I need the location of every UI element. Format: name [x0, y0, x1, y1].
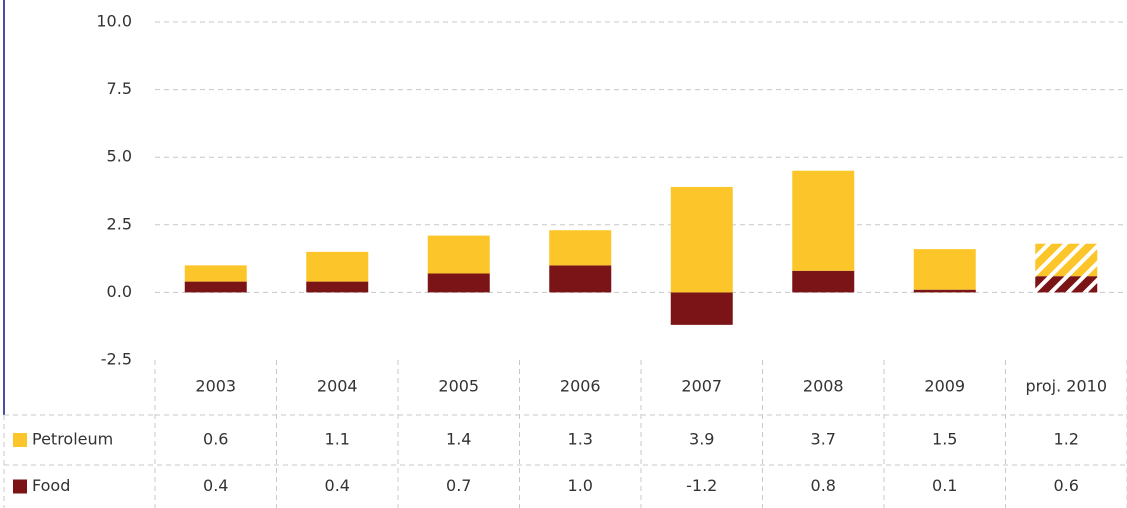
legend-swatch	[13, 433, 27, 447]
table-value: 3.7	[811, 430, 836, 449]
bar	[184, 265, 247, 282]
y-tick-label: 5.0	[107, 147, 132, 166]
bar	[184, 281, 247, 293]
bar	[792, 170, 855, 271]
bar	[549, 230, 612, 266]
table-value: 1.1	[325, 430, 350, 449]
x-tick-label: 2004	[317, 377, 358, 396]
x-tick-label: 2007	[681, 377, 722, 396]
bar	[1035, 243, 1098, 277]
table-value: 0.8	[811, 476, 836, 495]
table-value: 0.1	[932, 476, 957, 495]
bar	[1035, 276, 1098, 293]
x-tick-label: proj. 2010	[1025, 377, 1107, 396]
table-value: 1.0	[568, 476, 593, 495]
table-value: 1.2	[1054, 430, 1079, 449]
y-tick-label: 10.0	[96, 12, 132, 31]
bar	[913, 249, 976, 290]
table-value: 3.9	[689, 430, 714, 449]
x-tick-label: 2006	[560, 377, 601, 396]
table-value: -1.2	[686, 476, 717, 495]
table-value: 1.5	[932, 430, 957, 449]
x-tick-label: 2009	[924, 377, 965, 396]
legend-label: Petroleum	[32, 430, 113, 449]
x-tick-label: 2005	[438, 377, 479, 396]
bar	[670, 186, 733, 293]
table-value: 1.3	[568, 430, 593, 449]
legend-label: Food	[32, 476, 70, 495]
bar	[427, 273, 490, 293]
bar	[306, 281, 369, 293]
bar	[792, 270, 855, 293]
table-value: 0.6	[1054, 476, 1079, 495]
table-value: 0.7	[446, 476, 471, 495]
table-value: 0.4	[203, 476, 228, 495]
y-tick-label: 7.5	[107, 79, 132, 98]
x-tick-label: 2003	[195, 377, 236, 396]
y-tick-label: 0.0	[107, 282, 132, 301]
x-tick-label: 2008	[803, 377, 844, 396]
bar	[427, 235, 490, 274]
bar	[306, 251, 369, 282]
bar	[549, 265, 612, 293]
y-tick-label: -2.5	[101, 350, 132, 369]
table-value: 0.6	[203, 430, 228, 449]
bar	[913, 289, 976, 293]
table-value: 0.4	[325, 476, 350, 495]
y-tick-label: 2.5	[107, 214, 132, 233]
table-value: 1.4	[446, 430, 471, 449]
legend-swatch	[13, 479, 27, 494]
bar	[670, 292, 733, 325]
